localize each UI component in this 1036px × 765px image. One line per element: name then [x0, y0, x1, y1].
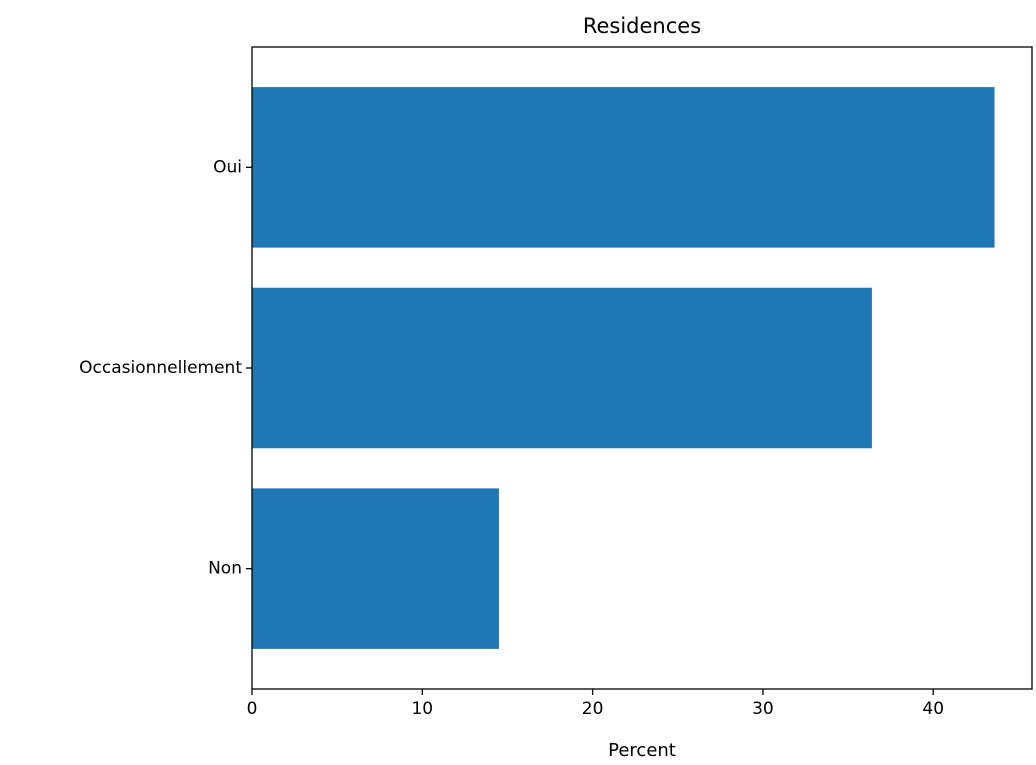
chart-title: Residences [583, 14, 701, 38]
bar-occasionnellement [252, 287, 872, 449]
x-tick-label: 10 [411, 699, 433, 719]
bars-layer [252, 87, 995, 649]
x-axis-title: Percent [608, 740, 676, 761]
bar-oui [252, 87, 995, 248]
x-tick-label: 40 [922, 699, 944, 719]
x-tick-label: 20 [582, 699, 604, 719]
y-tick-label: Occasionnellement [79, 358, 242, 378]
y-tick-label: Non [208, 559, 242, 579]
x-tick-label: 30 [752, 699, 774, 719]
x-axis: 0 10 20 30 40 [247, 689, 944, 719]
y-axis: Oui Occasionnellement Non [79, 157, 252, 579]
y-tick-label: Oui [213, 157, 242, 177]
x-tick-label: 0 [247, 699, 258, 719]
bar-non [252, 488, 499, 649]
